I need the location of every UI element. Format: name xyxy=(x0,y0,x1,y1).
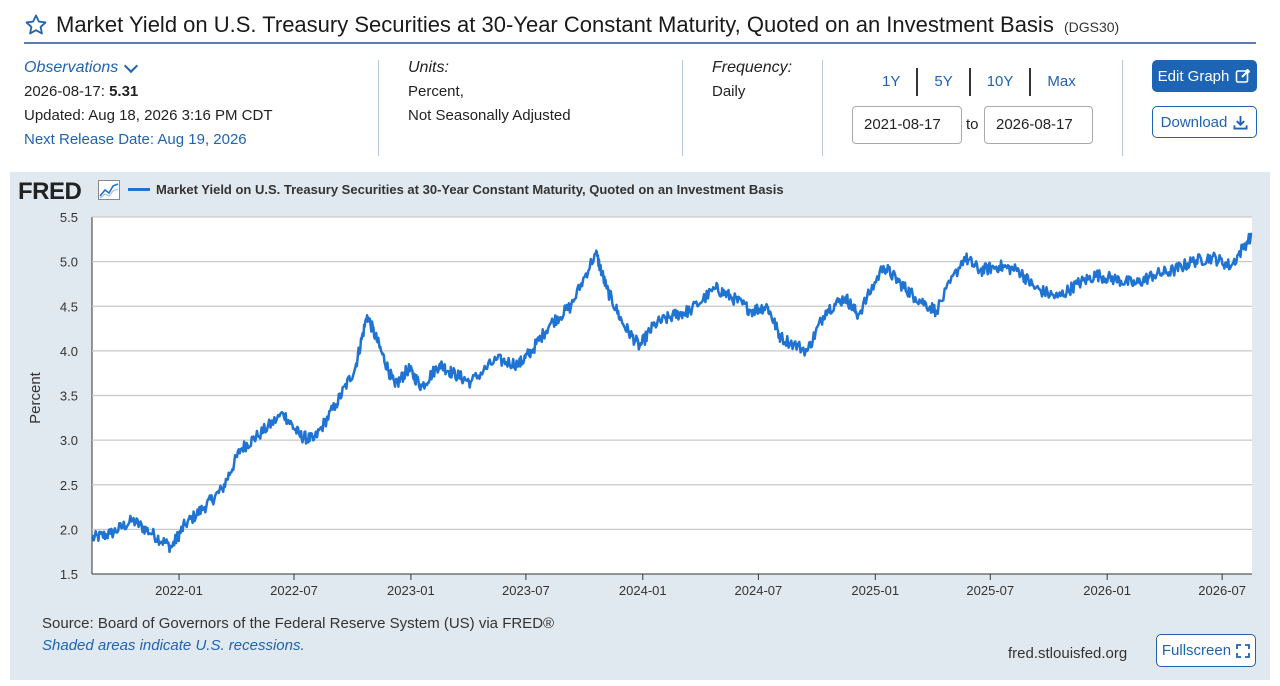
x-tick-label: 2026-07 xyxy=(1198,583,1246,598)
units-line2: Not Seasonally Adjusted xyxy=(408,107,571,124)
x-tick-label: 2022-07 xyxy=(270,583,318,598)
source-text: Source: Board of Governors of the Federa… xyxy=(42,615,555,632)
x-tick-label: 2022-01 xyxy=(155,583,203,598)
end-date-input[interactable]: 2026-08-17 xyxy=(984,106,1093,144)
y-tick-label: 4.0 xyxy=(60,344,78,359)
download-label: Download xyxy=(1160,113,1228,131)
range-5y-button[interactable]: 5Y xyxy=(918,68,971,96)
x-tick-label: 2025-01 xyxy=(851,583,899,598)
download-button[interactable]: Download xyxy=(1152,106,1257,138)
y-tick-label: 2.0 xyxy=(60,522,78,537)
fullscreen-button[interactable]: Fullscreen xyxy=(1156,634,1256,667)
x-tick-label: 2024-01 xyxy=(619,583,667,598)
x-tick-label: 2023-01 xyxy=(387,583,435,598)
edit-graph-label: Edit Graph xyxy=(1157,67,1230,85)
chart-panel: FRED Market Yield on U.S. Treasury Secur… xyxy=(10,172,1270,680)
x-tick-label: 2024-07 xyxy=(735,583,783,598)
chevron-down-icon xyxy=(124,58,139,73)
date-range-separator: to xyxy=(966,116,979,133)
y-tick-label: 1.5 xyxy=(60,567,78,582)
site-url: fred.stlouisfed.org xyxy=(1008,645,1128,662)
frequency-label: Frequency: xyxy=(712,59,793,76)
units-label: Units: xyxy=(408,59,449,76)
fullscreen-label: Fullscreen xyxy=(1161,642,1232,659)
range-selector: 1Y 5Y 10Y Max xyxy=(866,68,1092,96)
series-id: (DGS30) xyxy=(1063,19,1120,35)
observations-label: Observations xyxy=(24,59,119,76)
edit-graph-button[interactable]: Edit Graph xyxy=(1152,60,1257,92)
recessions-note: Shaded areas indicate U.S. recessions. xyxy=(42,637,305,654)
observations-panel: Observations 2026-08-17: 5.31 Updated: A… xyxy=(24,56,273,152)
y-tick-label: 2.5 xyxy=(60,478,78,493)
observation-date: 2026-08-17: xyxy=(24,83,105,100)
edit-icon xyxy=(1236,68,1251,83)
line-chart: 1.5 2.0 2.5 3.0 3.5 4.0 4.5 5.0 5.5 2022-01 2022-… xyxy=(27,210,1253,598)
range-1y-button[interactable]: 1Y xyxy=(866,68,919,96)
star-icon[interactable] xyxy=(24,13,48,37)
header-rule xyxy=(24,42,1256,44)
range-max-button[interactable]: Max xyxy=(1047,73,1076,90)
x-tick-label: 2023-07 xyxy=(502,583,550,598)
y-tick-label: 4.5 xyxy=(60,299,78,314)
observations-dropdown[interactable]: Observations xyxy=(24,56,273,80)
y-tick-label: 5.5 xyxy=(60,210,78,225)
series-line xyxy=(90,232,1253,554)
units-panel: Units: Percent, Not Seasonally Adjusted xyxy=(408,56,571,128)
x-tick-label: 2026-01 xyxy=(1083,583,1131,598)
units-line1: Percent, xyxy=(408,83,464,100)
range-10y-button[interactable]: 10Y xyxy=(971,68,1032,96)
updated-text: Updated: Aug 18, 2026 3:16 PM CDT xyxy=(24,107,273,124)
y-tick-label: 3.5 xyxy=(60,389,78,404)
legend-swatch xyxy=(128,188,150,191)
divider xyxy=(822,60,823,156)
frequency-value: Daily xyxy=(712,83,746,100)
observation-value: 5.31 xyxy=(109,83,139,100)
next-release-link[interactable]: Next Release Date: Aug 19, 2026 xyxy=(24,131,247,148)
download-icon xyxy=(1233,115,1248,130)
divider xyxy=(682,60,683,156)
chart-legend: Market Yield on U.S. Treasury Securities… xyxy=(128,182,784,197)
fred-logo: FRED xyxy=(18,178,82,205)
y-tick-label: 5.0 xyxy=(60,255,78,270)
page-header: Market Yield on U.S. Treasury Securities… xyxy=(24,6,1256,44)
frequency-panel: Frequency: Daily xyxy=(712,56,792,104)
divider xyxy=(1122,60,1123,156)
fred-graph-icon xyxy=(98,180,120,200)
x-tick-label: 2025-07 xyxy=(966,583,1014,598)
series-title: Market Yield on U.S. Treasury Securities… xyxy=(56,12,1054,37)
divider xyxy=(378,60,379,156)
y-axis-label: Percent xyxy=(27,371,44,424)
start-date-input[interactable]: 2021-08-17 xyxy=(852,106,962,144)
latest-observation: 2026-08-17: 5.31 xyxy=(24,80,273,104)
fullscreen-icon xyxy=(1236,643,1250,658)
page-title: Market Yield on U.S. Treasury Securities… xyxy=(56,12,1119,38)
legend-label: Market Yield on U.S. Treasury Securities… xyxy=(156,182,784,197)
y-tick-label: 3.0 xyxy=(60,433,78,448)
